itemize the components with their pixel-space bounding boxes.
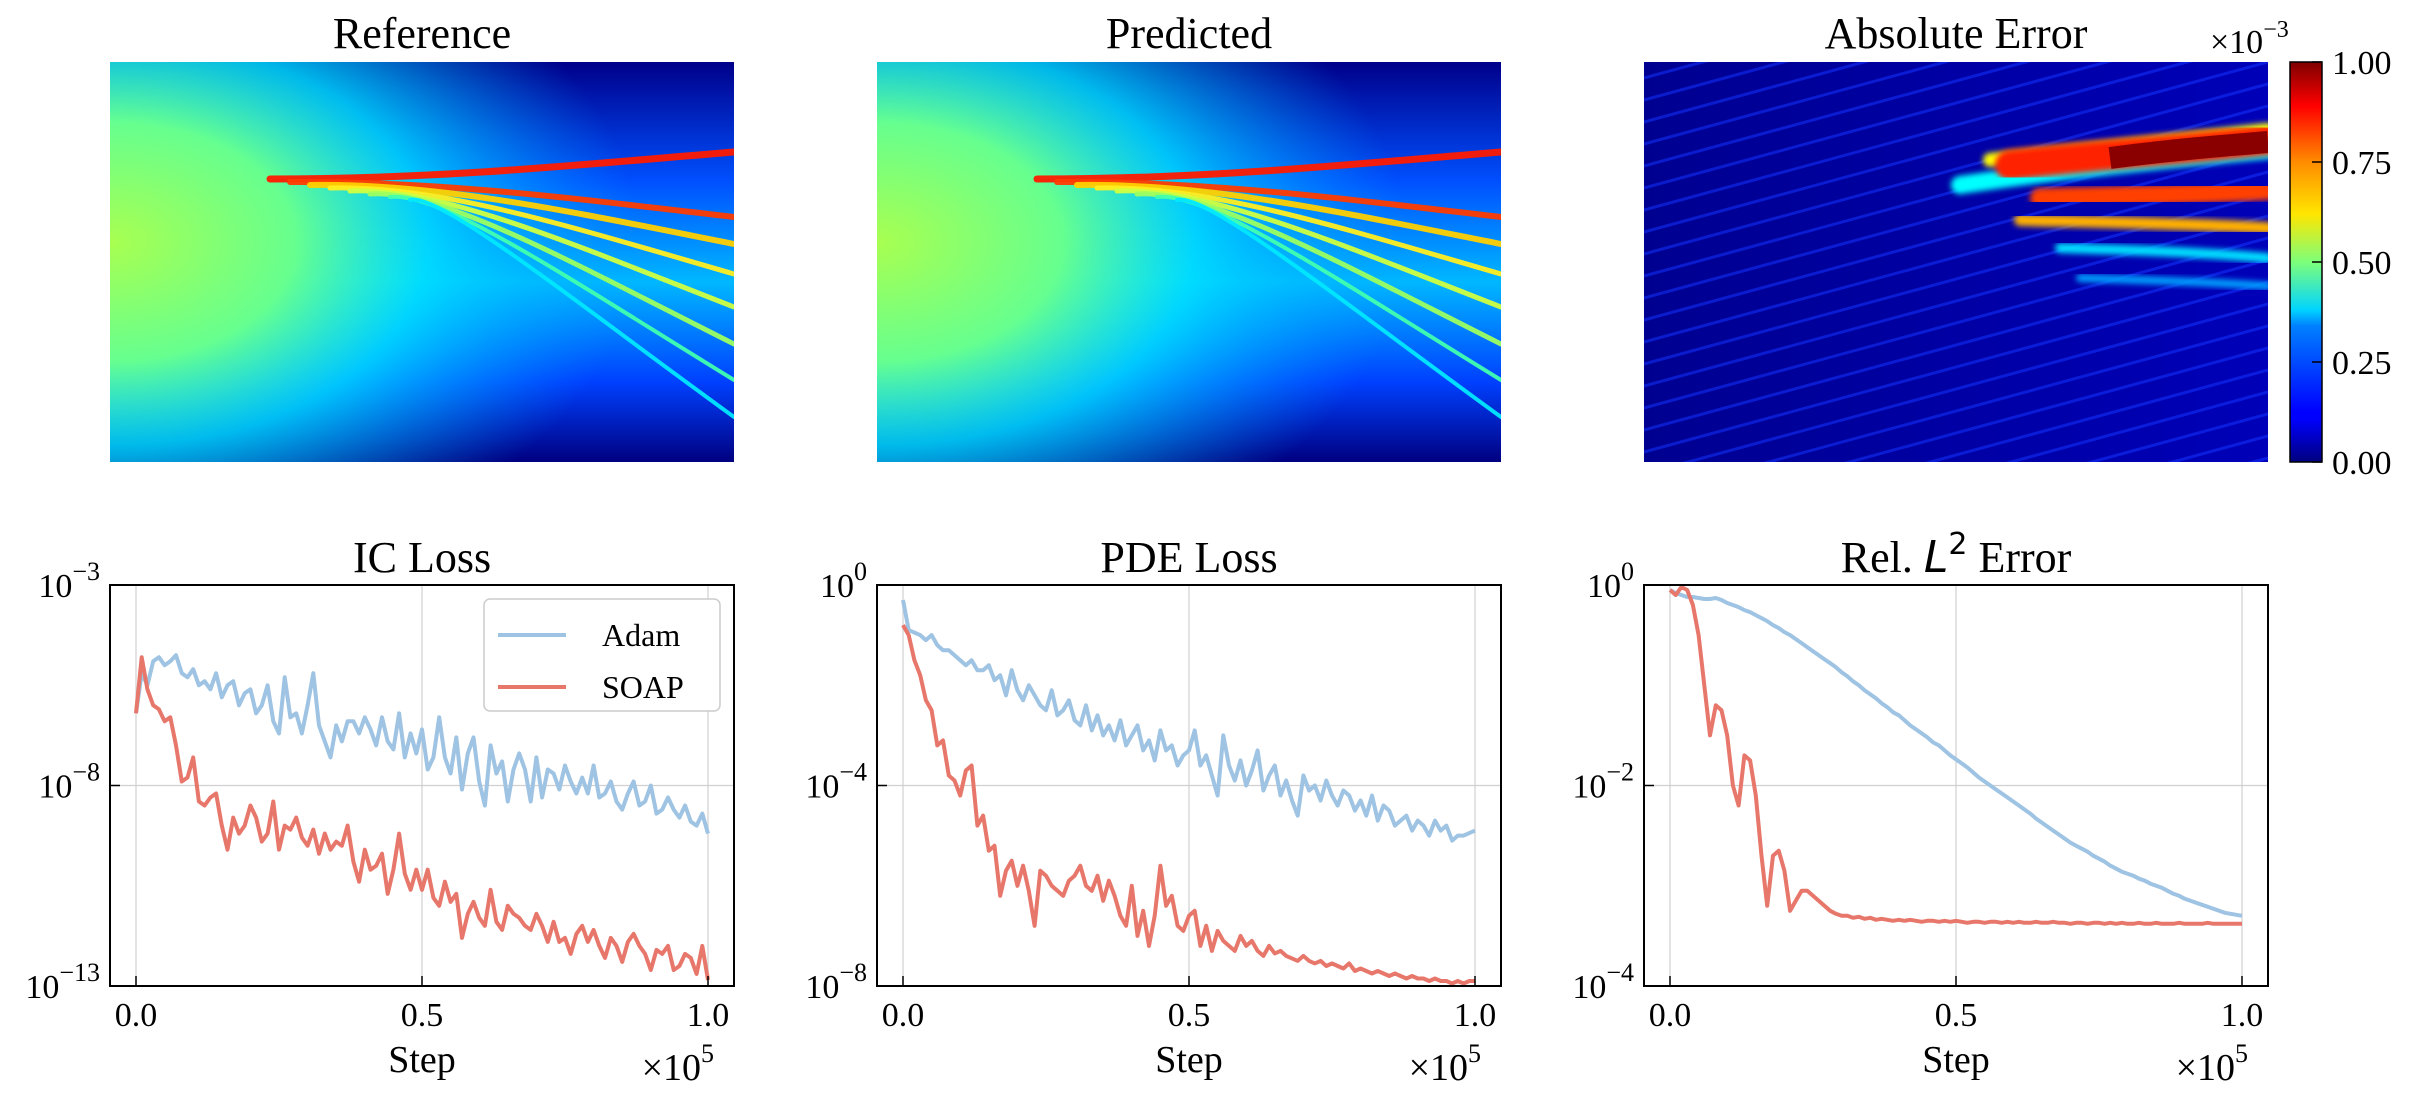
- x-tick-label: 1.0: [687, 997, 730, 1034]
- error-hot-band: [2055, 243, 2268, 263]
- error-streak: [1644, 258, 2268, 432]
- y-tick-label: 10−2: [1572, 758, 1634, 806]
- colorbar-tick-label: 0.00: [2332, 445, 2392, 482]
- y-tick-label: 10−4: [1572, 958, 1634, 1006]
- legend-label: SOAP: [602, 669, 684, 705]
- x-axis-label: Step: [1155, 1039, 1223, 1081]
- heatmap-beam: [1074, 181, 1501, 247]
- line-panel-rel-l2-error: Rel. L2 Error 0.0 0.5 1.0 100 10−2 10−4 Step ×10…: [1572, 527, 2269, 1089]
- error-streak: [1644, 280, 2268, 454]
- error-streak: [1644, 62, 1951, 146]
- y-tick-label: 10−3: [38, 557, 100, 605]
- error-streak: [1644, 214, 2268, 388]
- x-tick-label: 0.5: [1935, 997, 1978, 1034]
- error-streak: [1644, 62, 2032, 168]
- colorbar-tick-label: 0.50: [2332, 245, 2392, 282]
- legend-label: Adam: [602, 617, 680, 653]
- error-hot-band: [2076, 274, 2268, 290]
- x-tick-label: 0.0: [1649, 997, 1692, 1034]
- heatmap-beam: [1175, 197, 1501, 419]
- heatmap-title-abs-error: Absolute Error: [1825, 9, 2088, 58]
- error-streak: [1924, 368, 2268, 462]
- error-streak: [1644, 62, 1870, 124]
- colorbar-ticks: 0.00 0.25 0.50 0.75 1.00: [2312, 45, 2392, 482]
- line-panel-pde-loss: PDE Loss 0.0 0.5 1.0 100 10−4 10−8 Step ×105: [805, 533, 1502, 1089]
- line-panel-title: Rel. L2 Error: [1841, 527, 2072, 583]
- legend-box: [483, 598, 721, 712]
- heatmap-abs-error: [1644, 62, 2268, 462]
- error-streak: [1644, 62, 2113, 190]
- x-tick-label: 0.5: [401, 997, 444, 1034]
- series-line-adam: [134, 653, 710, 835]
- x-tick-label: 1.0: [2221, 997, 2264, 1034]
- y-tick-label: 10−13: [25, 958, 100, 1006]
- colorbar: ×10−3 0.00 0.25 0.50 0.75 1.00: [2210, 17, 2392, 482]
- error-streak: [1644, 62, 1790, 102]
- series-line-soap: [1668, 585, 2242, 926]
- legend: Adam SOAP: [483, 598, 721, 712]
- heatmap-reference: [110, 62, 734, 462]
- x-tick-label: 0.5: [1168, 997, 1211, 1034]
- heatmap-beams: [266, 148, 734, 419]
- y-tick-label: 10−4: [805, 758, 867, 806]
- x-axis-label: Step: [1922, 1039, 1990, 1081]
- error-streak: [1763, 324, 2268, 462]
- error-streak: [1843, 346, 2268, 462]
- x-tick-label: 1.0: [1454, 997, 1497, 1034]
- error-streaks: [1644, 62, 2268, 462]
- series-line-adam: [1669, 588, 2243, 918]
- error-hot-band: [2014, 214, 2268, 234]
- error-hotspot: [1951, 123, 2268, 290]
- heatmap-beam: [408, 197, 734, 419]
- x-axis-multiplier: ×105: [1409, 1039, 1481, 1089]
- colorbar-tick-label: 1.00: [2332, 45, 2392, 82]
- heatmap-beam: [307, 181, 734, 247]
- y-tick-label: 10−8: [38, 758, 100, 806]
- colorbar-multiplier: ×10−3: [2210, 17, 2289, 61]
- heatmap-beam: [1033, 148, 1501, 183]
- x-axis-multiplier: ×105: [642, 1039, 714, 1089]
- error-streak: [2086, 412, 2268, 462]
- heatmap-beam: [266, 148, 734, 183]
- heatmap-title-reference: Reference: [333, 9, 511, 58]
- x-tick-label: 0.0: [115, 997, 158, 1034]
- x-axis-multiplier: ×105: [2176, 1039, 2248, 1089]
- series-line-soap: [901, 624, 1475, 986]
- error-streak: [1644, 82, 2268, 256]
- x-axis-label: Step: [388, 1039, 456, 1081]
- error-streak: [1644, 62, 2193, 212]
- error-peak: [2108, 131, 2268, 169]
- y-tick-label: 100: [1587, 557, 1634, 605]
- heatmap-predicted: [877, 62, 1501, 462]
- heatmap-title-predicted: Predicted: [1106, 9, 1272, 58]
- y-tick-label: 10−8: [805, 958, 867, 1006]
- error-streak: [1644, 236, 2268, 410]
- series-line-soap: [134, 655, 710, 981]
- y-tick-label: 100: [820, 557, 867, 605]
- x-tick-label: 0.0: [882, 997, 925, 1034]
- series-line-adam: [901, 599, 1476, 843]
- line-panel-title: IC Loss: [353, 533, 491, 582]
- colorbar-tick-label: 0.25: [2332, 345, 2392, 382]
- heatmap-beams: [1033, 148, 1501, 419]
- colorbar-tick-label: 0.75: [2332, 145, 2392, 182]
- error-streak: [1682, 302, 2268, 462]
- error-hot-band: [2030, 180, 2268, 208]
- error-streak: [2005, 390, 2268, 462]
- error-streak: [1644, 148, 2268, 322]
- error-streak: [1644, 62, 2268, 234]
- line-panel-ic-loss: IC Loss 0.0 0.5 1.0 10−3 10−8 10−13 Step ×105 Ada…: [25, 533, 735, 1089]
- line-panel-title: PDE Loss: [1100, 533, 1277, 582]
